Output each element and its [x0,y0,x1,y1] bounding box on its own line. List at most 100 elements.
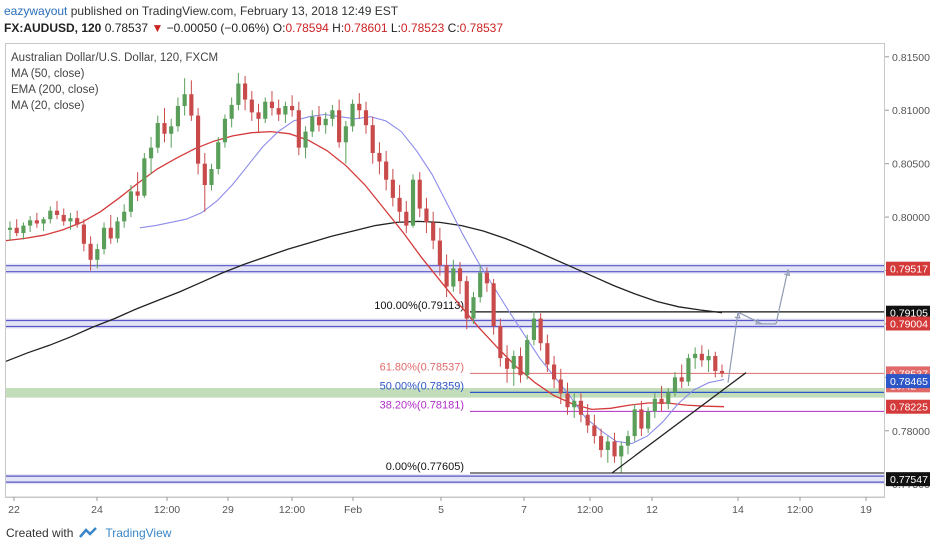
candle-body-6 [48,210,53,220]
candle-body-4 [34,220,39,224]
price-label-0: 0.79517 [890,264,928,276]
high-value: 0.78601 [344,21,388,35]
projection-arrow-2 [775,269,789,325]
candle-body-91 [619,445,624,457]
y-tick-label-2: 0.80500 [892,159,930,171]
candle-body-75 [511,355,516,369]
price-label-6: 0.78225 [890,402,928,414]
candle-body-33 [229,104,234,119]
zone-band-1 [6,318,884,329]
candle-body-38 [263,101,268,119]
candle-body-98 [666,392,671,405]
candle-body-78 [531,318,537,340]
low-label: L: [390,21,401,35]
author-link[interactable]: eazywayout [4,4,68,18]
candle-body-86 [585,414,590,426]
candle-body-77 [525,339,530,376]
x-tick-label-12: 19 [860,504,872,516]
projection-arrowhead-0 [734,312,741,319]
projection-arrowhead-1 [755,318,762,325]
open-label: O: [272,21,286,35]
candle-body-72 [491,283,496,327]
candle-body-11 [81,224,86,244]
fib-label-2: 50.00%(0.78359) [380,380,464,392]
fib-green-zone [6,388,884,398]
candle-body-71 [484,272,489,284]
x-tick-label-3: 29 [222,504,234,516]
candle-body-1 [14,227,19,234]
x-tick-label-2: 12:00 [154,504,180,516]
candle-body-69 [471,297,476,319]
trendline [611,372,747,474]
candle-body-88 [599,436,604,450]
candle-body-99 [672,377,678,393]
zone-band-2 [6,474,884,485]
candle-body-48 [330,110,335,119]
close-value: 0.78537 [459,21,504,35]
fib-label-3: 38.20%(0.78181) [380,399,464,411]
candle-body-40 [276,108,281,115]
candle-body-93 [632,409,637,437]
legend-title: Australian Dollar/U.S. Dollar, 120, FXCM [11,52,219,64]
price-label-bg-0 [886,261,930,276]
legend-ma20[interactable]: MA (20, close) [11,100,85,112]
y-tick-label-0: 0.81500 [892,52,930,64]
tradingview-logo-icon [79,527,98,538]
legend-ema200[interactable]: EMA (200, close) [11,84,99,96]
candle-body-82 [558,379,563,394]
candle-body-35 [243,83,248,100]
down-arrow-icon: ▼ [151,21,164,35]
candle-body-62 [424,208,429,223]
price-label-7: 0.77547 [890,474,928,486]
y-tick-label-7: 0.78000 [892,426,930,438]
candle-body-79 [538,318,543,344]
x-tick-label-11: 12:00 [787,504,813,516]
candle-body-46 [316,116,322,126]
published-text: published on TradingView.com, February 1… [70,4,399,18]
candle-body-66 [451,268,456,287]
open-value: 0.78594 [285,21,329,35]
candle-body-81 [551,364,557,380]
high-label: H: [332,21,345,35]
publish-info: eazywayout published on TradingView.com,… [4,4,398,18]
candle-body-31 [216,142,221,170]
candle-body-17 [122,211,127,222]
candle-body-64 [437,240,442,266]
candle-body-92 [625,436,631,446]
candle-body-105 [713,355,718,371]
x-tick-label-1: 24 [91,504,103,516]
price-label-bg-6 [886,399,930,414]
candle-body-52 [357,103,362,111]
candle-body-74 [504,358,510,369]
candle-body-27 [189,94,194,116]
candle-body-61 [417,179,422,209]
candle-body-10 [75,218,80,225]
y-tick-label-3: 0.80000 [892,212,930,224]
candle-body-97 [659,398,664,405]
price-label-bg-5 [886,374,930,389]
x-tick-label-9: 12 [646,504,658,516]
candle-body-53 [363,110,369,126]
candle-body-76 [518,355,523,376]
x-tick-label-0: 22 [8,504,20,516]
low-value: 0.78523 [400,21,445,35]
projection-arrow-0 [727,312,739,383]
candle-body-36 [249,99,254,113]
tradingview-brand[interactable]: TradingView [105,526,172,540]
candle-body-96 [652,398,657,412]
ma50-line [5,130,725,411]
footer: Created with TradingView [6,526,171,540]
legend-ma50[interactable]: MA (50, close) [11,68,85,80]
candle-body-43 [296,110,301,148]
candle-body-55 [377,152,382,162]
candle-body-14 [101,227,107,250]
symbol-label: FX:AUDUSD, 120 [4,21,102,35]
candle-body-101 [686,358,691,382]
candle-body-24 [169,126,174,134]
candle-body-42 [290,105,295,111]
candle-body-57 [390,179,395,198]
candle-body-29 [202,163,207,186]
candle-body-25 [175,105,181,127]
price-label-2: 0.79004 [890,318,928,330]
